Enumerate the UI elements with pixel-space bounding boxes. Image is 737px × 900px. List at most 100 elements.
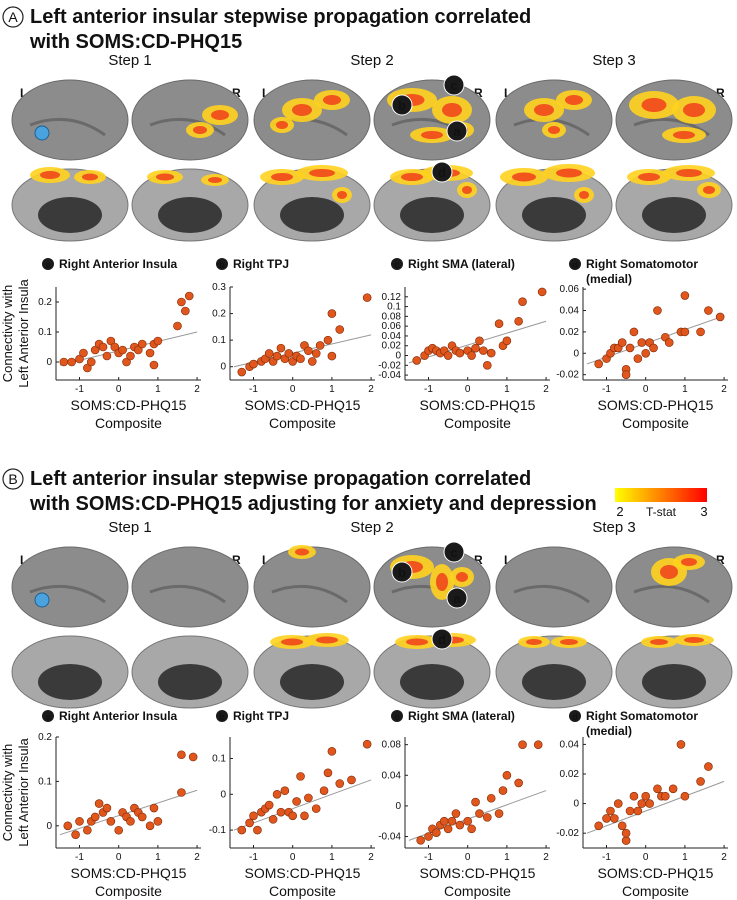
- y-tick-label: 0.08: [382, 740, 402, 751]
- y-tick-label: 0: [220, 362, 226, 373]
- scatter-point: [486, 348, 496, 358]
- scatter-point: [455, 820, 465, 830]
- scatter-point: [494, 319, 504, 329]
- activation-core: [673, 131, 695, 139]
- x-tick-label: 0: [116, 852, 122, 863]
- scatter-point: [494, 809, 504, 818]
- scatter-point: [311, 804, 321, 813]
- y-tick-label: 0.06: [560, 284, 580, 295]
- scatter-point: [416, 836, 425, 845]
- fit-line: [233, 779, 372, 831]
- title-letter: c: [394, 260, 399, 270]
- panel-title: with SOMS:CD-PHQ15: [29, 31, 242, 53]
- chart-title: Right SMA (lateral): [408, 257, 515, 271]
- hemisphere-label: L: [262, 553, 269, 567]
- scatter-point: [137, 339, 147, 349]
- scatter-point: [514, 316, 523, 326]
- scatter-point: [288, 811, 298, 821]
- scatter-point: [424, 832, 433, 841]
- scatter-point: [284, 349, 294, 358]
- scatter-point: [94, 799, 104, 808]
- x-axis-label: SOMS:CD-PHQ15: [420, 865, 536, 881]
- scatter-point: [110, 342, 120, 352]
- scatter-point: [502, 770, 512, 780]
- y-tick-label: 0.1: [38, 776, 52, 787]
- scatter-point: [680, 327, 690, 337]
- region-marker-label: c: [450, 545, 457, 560]
- title-letter: c: [394, 712, 399, 722]
- scatter-point: [498, 786, 508, 795]
- scatter-point: [617, 338, 627, 347]
- brain-medial-core: [280, 664, 344, 700]
- title-letter: d: [572, 260, 578, 270]
- scatter-point: [272, 789, 282, 799]
- scatter-point: [594, 359, 603, 369]
- y-tick-label: 0.02: [382, 341, 402, 352]
- scatter-point: [680, 291, 690, 300]
- scatter-point: [75, 817, 84, 826]
- scatter-point: [704, 762, 713, 771]
- x-axis-label: Composite: [622, 415, 689, 431]
- x-axis-label: SOMS:CD-PHQ15: [71, 865, 187, 881]
- y-tick-label: 0.04: [382, 331, 402, 342]
- scatter-point: [362, 293, 372, 302]
- brain-medial-core: [38, 197, 102, 233]
- brain-sulcus: [29, 117, 106, 137]
- chart-title: Right TPJ: [233, 709, 289, 723]
- hemisphere-label: R: [232, 86, 241, 100]
- x-tick-label: -1: [602, 852, 611, 863]
- y-tick-label: 0.1: [387, 302, 401, 313]
- activation-core: [660, 565, 678, 579]
- hemisphere-label: L: [504, 553, 511, 567]
- activation-core: [548, 126, 560, 134]
- y-tick-label: 0.2: [212, 309, 226, 320]
- scatter-point: [153, 817, 163, 826]
- x-axis-label: SOMS:CD-PHQ15: [598, 397, 714, 413]
- x-axis-label: Composite: [444, 883, 511, 899]
- activation-core: [271, 173, 293, 181]
- x-tick-label: 2: [368, 852, 374, 863]
- brain-medial-core: [642, 664, 706, 700]
- activation-core: [556, 168, 582, 178]
- y-tick-label: 0.06: [382, 321, 402, 332]
- scatter-point: [272, 351, 282, 361]
- scatter-point: [327, 351, 337, 361]
- x-axis-label: SOMS:CD-PHQ15: [71, 397, 187, 413]
- chart-title: Right Somatomotor: [586, 257, 698, 271]
- scatter-point: [249, 811, 258, 821]
- scatter-point: [296, 772, 305, 781]
- scatter-point: [696, 777, 705, 786]
- scatter-point: [455, 348, 465, 358]
- scatter-point: [67, 357, 76, 367]
- scatter-point: [645, 799, 654, 808]
- y-tick-label: 0.02: [560, 327, 580, 338]
- y-tick-label: 0: [395, 351, 401, 362]
- scatter-point: [471, 797, 480, 807]
- scatter-point: [264, 800, 274, 810]
- x-axis-label: Composite: [95, 415, 162, 431]
- brain-medial-core: [38, 664, 102, 700]
- colorbar-max: 3: [700, 504, 707, 519]
- activation-core: [309, 169, 335, 177]
- panel-label: A: [8, 9, 18, 25]
- region-marker-label: d: [438, 165, 446, 180]
- scatter-point: [439, 816, 449, 826]
- step-label: Step 1: [108, 519, 151, 536]
- scatter-point: [122, 357, 131, 367]
- y-tick-label: -0.1: [209, 825, 227, 836]
- chart-title: (medial): [586, 724, 632, 738]
- colorbar: [615, 488, 707, 502]
- chart-title: Right SMA (lateral): [408, 709, 515, 723]
- hemisphere-label: L: [20, 553, 27, 567]
- scatter-point: [63, 821, 73, 831]
- scatter-point: [668, 784, 678, 794]
- scatter-point: [245, 818, 254, 828]
- x-tick-label: 0: [290, 384, 296, 395]
- scatter-point: [59, 357, 69, 367]
- scatter-point: [106, 336, 116, 346]
- x-tick-label: 1: [504, 384, 510, 395]
- fit-line: [59, 789, 198, 836]
- scatter-point: [276, 343, 286, 353]
- y-tick-label: 0.04: [560, 739, 580, 750]
- scatter-point: [463, 816, 473, 826]
